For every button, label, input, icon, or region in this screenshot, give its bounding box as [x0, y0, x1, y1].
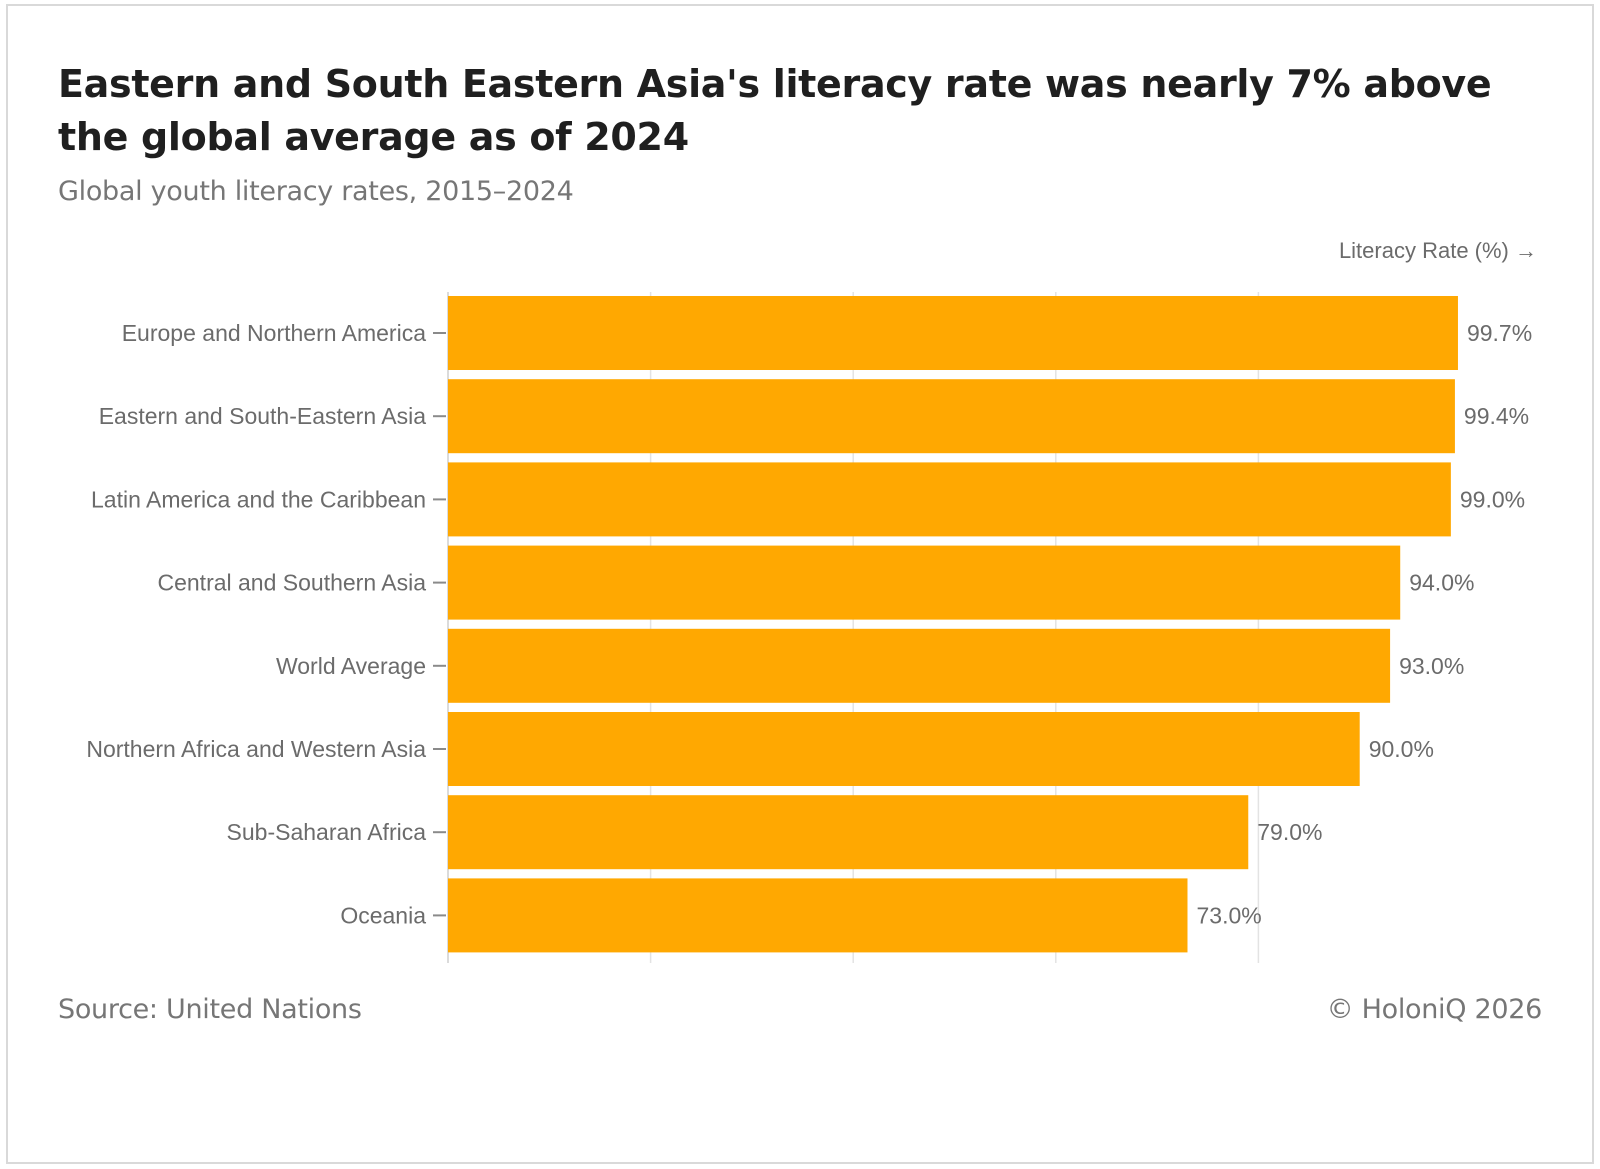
category-label: Europe and Northern America	[122, 320, 426, 346]
source-note: Source: United Nations	[58, 994, 362, 1025]
chart-title: Eastern and South Eastern Asia's literac…	[58, 62, 1492, 159]
value-label: 94.0%	[1409, 570, 1474, 596]
category-labels: Europe and Northern America Eastern and S…	[86, 320, 446, 928]
value-label: 79.0%	[1257, 819, 1322, 845]
bars	[448, 296, 1458, 953]
category-label: Eastern and South-Eastern Asia	[99, 403, 427, 429]
category-label: Latin America and the Caribbean	[91, 486, 426, 512]
category-label: Oceania	[340, 902, 426, 928]
x-axis-label: Literacy Rate (%) →	[1339, 238, 1537, 263]
value-label: 73.0%	[1196, 902, 1261, 928]
bar	[448, 296, 1458, 370]
bar	[448, 462, 1451, 537]
category-label: World Average	[276, 653, 426, 679]
value-label: 90.0%	[1369, 736, 1434, 762]
category-label: Northern Africa and Western Asia	[86, 736, 426, 762]
value-labels: 99.7% 99.4% 99.0% 94.0% 93.0% 90.0% 79.0% 73.0%	[1196, 320, 1532, 928]
category-label: Central and Southern Asia	[157, 570, 426, 596]
value-label: 99.4%	[1464, 403, 1529, 429]
bar	[448, 379, 1455, 454]
value-label: 99.0%	[1460, 486, 1525, 512]
value-label: 99.7%	[1467, 320, 1532, 346]
bar	[448, 545, 1401, 620]
bar	[448, 795, 1249, 870]
copyright-note: © HoloniQ 2026	[1326, 994, 1543, 1025]
bar	[448, 628, 1391, 703]
value-label: 93.0%	[1399, 653, 1464, 679]
bar	[448, 712, 1360, 786]
chart-subtitle: Global youth literacy rates, 2015–2024	[58, 176, 574, 207]
category-label: Sub-Saharan Africa	[227, 819, 427, 845]
bar	[448, 878, 1188, 953]
